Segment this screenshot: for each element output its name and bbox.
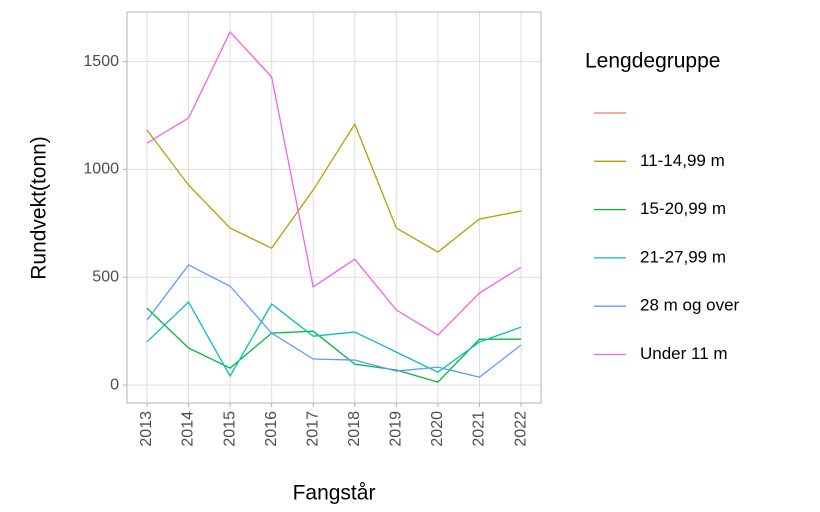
legend-label: Under 11 m <box>640 344 728 363</box>
y-tick-label: 0 <box>110 376 119 393</box>
legend-label: 15-20,99 m <box>640 199 726 218</box>
x-tick-label: 2013 <box>138 411 155 447</box>
panel-border <box>126 11 542 404</box>
series-line <box>146 301 522 378</box>
x-tick-label: 2019 <box>388 411 405 447</box>
x-tick-label: 2020 <box>429 411 446 447</box>
legend-label: 11-14,99 m <box>640 151 725 170</box>
legend-label: 21-27,99 m <box>640 247 726 266</box>
x-tick-label: 2022 <box>512 411 529 447</box>
y-tick-label: 500 <box>92 268 119 285</box>
x-tick-label: 2018 <box>346 411 363 447</box>
series-line <box>146 264 522 378</box>
x-axis-label: Fangstår <box>293 482 376 505</box>
series-line <box>146 307 522 383</box>
legend-label: 28 m og over <box>640 296 740 315</box>
y-tick-label: 1000 <box>83 161 119 178</box>
y-axis-label: Rundvekt(tonn) <box>28 136 51 280</box>
series-line <box>146 30 522 336</box>
x-tick-label: 2017 <box>304 411 321 447</box>
legend-title: Lengdegruppe <box>585 50 720 73</box>
series-line <box>146 122 522 253</box>
x-tick-label: 2016 <box>263 411 280 447</box>
x-tick-label: 2015 <box>221 411 238 447</box>
x-tick-label: 2014 <box>180 411 197 447</box>
x-tick-label: 2021 <box>471 411 488 447</box>
y-tick-label: 1500 <box>83 53 119 70</box>
